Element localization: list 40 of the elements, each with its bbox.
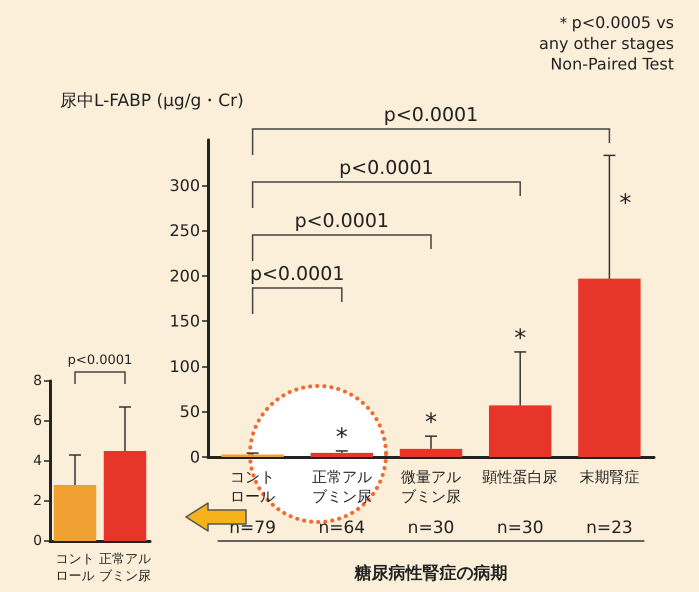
text: n=30 — [408, 518, 454, 538]
annotation: p<0.0001 — [339, 157, 434, 179]
data-label: * — [514, 324, 526, 352]
x-tick-label: 正常アルブミン尿 — [99, 552, 151, 584]
x-tick-label: 顕性蛋白尿 — [482, 468, 558, 486]
annotation: p<0.0001 — [250, 263, 344, 285]
y-tick-label: 300 — [169, 176, 200, 195]
y-tick-label: 4 — [33, 453, 42, 469]
x-axis-title: 糖尿病性腎症の病期 — [354, 564, 508, 584]
y-tick-label: 50 — [180, 402, 200, 422]
bar — [221, 454, 284, 457]
y-tick-label: 8 — [33, 373, 42, 389]
y-tick-label: 2 — [33, 493, 42, 509]
data-label: * — [425, 408, 437, 436]
y-tick-label: 0 — [33, 533, 42, 549]
x-tick-label: 微量アルブミン尿 — [401, 468, 461, 506]
annotation: p<0.0001 — [294, 210, 390, 232]
y-axis-title: 尿中L-FABP (μg/g・Cr) — [60, 91, 244, 111]
text: p<0.0001 — [68, 353, 132, 368]
x-tick-label: 正常アルブミン尿 — [312, 468, 372, 506]
text: ＊p<0.0005 vs any other stages Non-Paired Test — [539, 13, 674, 74]
y-tick-label: 100 — [169, 356, 200, 376]
text: p<0.0001 — [384, 104, 478, 126]
text: n=23 — [586, 518, 633, 538]
y-tick-label: 0 — [190, 448, 200, 466]
y-tick-label: 200 — [169, 266, 200, 286]
text: n=64 — [318, 518, 366, 538]
bar — [578, 278, 641, 457]
y-tick-label: 6 — [33, 413, 42, 429]
text: n=79 — [229, 518, 276, 538]
bar — [400, 448, 462, 457]
bar — [310, 452, 374, 457]
x-tick-label: コントロール — [56, 552, 94, 584]
y-tick-label: 150 — [169, 312, 200, 331]
y-tick-label: 250 — [169, 221, 200, 240]
bar — [488, 405, 552, 457]
x-tick-label: 末期腎症 — [579, 468, 640, 486]
data-label: * — [619, 188, 632, 217]
text: n=30 — [496, 518, 544, 538]
data-label: * — [336, 422, 348, 451]
